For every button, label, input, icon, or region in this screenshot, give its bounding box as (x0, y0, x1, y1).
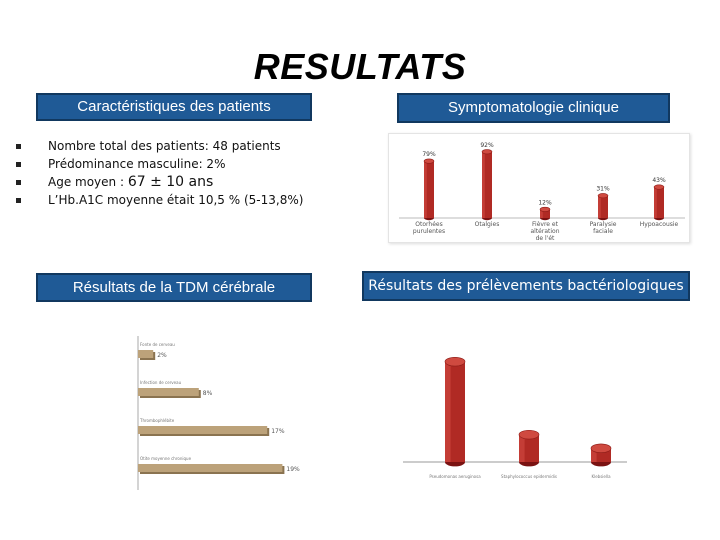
tick-label: de l'ét (536, 235, 555, 242)
data-label: 31% (596, 186, 610, 193)
tick-label: Klebsiella (591, 474, 611, 479)
bullet-text: L’Hb.A1C moyenne était 10,5 % (5-13,8%) (48, 193, 304, 207)
data-label: 2% (157, 352, 167, 359)
bullet-value: 67 ± 10 ans (127, 174, 214, 190)
tick-label: Thrombophlébite (139, 418, 175, 423)
bar (653, 184, 665, 221)
list-item: Nombre total des patients: 48 patients (16, 137, 356, 155)
bar (444, 356, 466, 467)
tick-label: Infection de cerveau (140, 380, 182, 385)
patient-characteristics-list: Nombre total des patients: 48 patients P… (16, 137, 356, 209)
list-item: Age moyen : 67 ± 10 ans (16, 173, 356, 191)
bar (138, 426, 268, 434)
bullet-icon (16, 162, 21, 167)
data-label: 8% (203, 390, 213, 397)
tick-label: Fonte de cerveau (140, 342, 175, 347)
tick-label: Otorhées (415, 221, 442, 228)
tick-label: Staphylococcus epidermidis (501, 474, 557, 479)
tick-label: Pseudomonas aeruginosa (429, 474, 481, 479)
bullet-text: Prédominance masculine: 2% (48, 157, 226, 171)
bullet-text: Nombre total des patients: 48 patients (48, 139, 281, 153)
tick-label: Paralysie (590, 221, 617, 228)
list-item: Prédominance masculine: 2% (16, 155, 356, 173)
bar (590, 443, 612, 467)
bar (138, 464, 283, 472)
data-label: 43% (652, 177, 666, 184)
bullet-icon (16, 144, 21, 149)
ct-results-header: Résultats de la TDM cérébrale (36, 273, 312, 302)
tick-label: Hypoacousie (640, 221, 679, 228)
tick-label: Fièvre et (532, 221, 559, 228)
tick-label: altération (530, 228, 559, 235)
bar (518, 429, 540, 467)
bacterio-chart: Pseudomonas aeruginosa Staphylococcus epi… (403, 356, 627, 479)
tick-label: Otite moyenne chronique (140, 456, 192, 461)
list-item: L’Hb.A1C moyenne était 10,5 % (5-13,8%) (16, 191, 356, 209)
bar (481, 149, 493, 221)
bacterio-results-header: Résultats des prélèvements bactériologiq… (362, 271, 690, 301)
tick-label: faciale (593, 228, 613, 235)
tick-label: purulentes (413, 228, 445, 235)
slide-title: RESULTATS (253, 46, 467, 87)
bullet-icon (16, 198, 21, 203)
symptoms-header: Symptomatologie clinique (397, 93, 670, 123)
tick-label: Otalgies (475, 221, 500, 228)
data-label: 92% (480, 142, 494, 149)
data-label: 17% (271, 428, 285, 435)
ct-chart: 2% Fonte de cerveau 8% Infection de cerveau… (137, 336, 300, 490)
bar (423, 158, 435, 221)
bar (138, 350, 154, 358)
data-label: 19% (286, 466, 300, 473)
characteristics-header: Caractéristiques des patients (36, 93, 312, 121)
data-label: 12% (538, 199, 552, 206)
bar (138, 388, 199, 396)
bullet-icon (16, 180, 21, 185)
bullet-text: Age moyen : (48, 175, 128, 189)
bar (597, 193, 609, 221)
symptoms-chart-panel: 79% Otorhées purulentes 92% Otalgies 12% Fièvr… (388, 133, 690, 243)
bar (539, 206, 551, 221)
data-label: 79% (422, 151, 436, 158)
